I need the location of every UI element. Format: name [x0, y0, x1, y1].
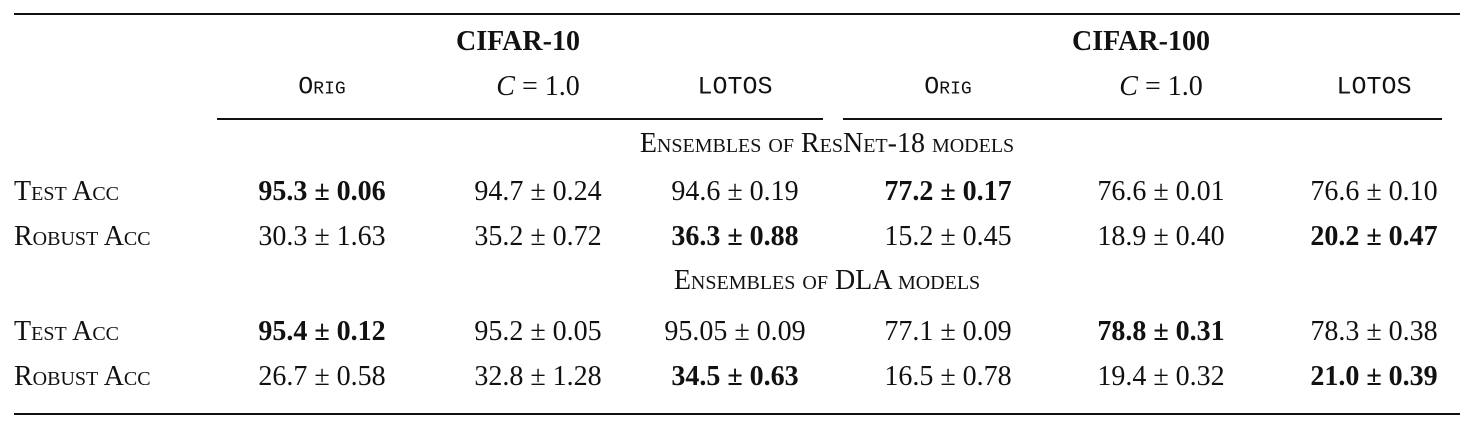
cell: 95.4 ± 0.12 — [258, 316, 386, 347]
cell: 94.7 ± 0.24 — [474, 176, 602, 207]
cell: 18.9 ± 0.40 — [1097, 221, 1225, 252]
row-label: Test Acc — [14, 176, 120, 207]
cell: 32.8 ± 1.28 — [474, 361, 602, 392]
cell: 77.1 ± 0.09 — [884, 316, 1012, 347]
cell: 30.3 ± 1.63 — [258, 221, 386, 252]
cell: 77.2 ± 0.17 — [884, 176, 1012, 207]
row-label: Robust Acc — [14, 221, 151, 252]
column-header: LOTOS — [697, 72, 773, 102]
cell: 76.6 ± 0.01 — [1097, 176, 1225, 207]
group-rule — [217, 118, 823, 120]
bottom-rule — [14, 413, 1460, 415]
cell: 76.6 ± 0.10 — [1310, 176, 1438, 207]
cell: 19.4 ± 0.32 — [1097, 361, 1225, 392]
cell: 95.3 ± 0.06 — [258, 176, 386, 207]
column-header: C = 1.0 — [1119, 71, 1203, 102]
group-title: CIFAR-100 — [1072, 26, 1210, 57]
row-label: Test Acc — [14, 316, 120, 347]
cell: 20.2 ± 0.47 — [1310, 221, 1438, 252]
column-header: Orig — [924, 72, 972, 102]
cell: 26.7 ± 0.58 — [258, 361, 386, 392]
cell: 21.0 ± 0.39 — [1310, 361, 1438, 392]
cell: 16.5 ± 0.78 — [884, 361, 1012, 392]
cell: 34.5 ± 0.63 — [671, 361, 799, 392]
section-title: Ensembles of ResNet-18 models — [639, 128, 1015, 159]
cell: 95.2 ± 0.05 — [474, 316, 602, 347]
cell: 94.6 ± 0.19 — [671, 176, 799, 207]
row-label: Robust Acc — [14, 361, 151, 392]
cell: 78.8 ± 0.31 — [1097, 316, 1225, 347]
top-rule — [14, 13, 1460, 15]
cell: 95.05 ± 0.09 — [664, 316, 806, 347]
column-header: C = 1.0 — [496, 71, 580, 102]
group-title: CIFAR-10 — [456, 26, 580, 57]
cell: 36.3 ± 0.88 — [671, 221, 799, 252]
cell: 78.3 ± 0.38 — [1310, 316, 1438, 347]
cell: 35.2 ± 0.72 — [474, 221, 602, 252]
column-header: LOTOS — [1336, 72, 1412, 102]
cell: 15.2 ± 0.45 — [884, 221, 1012, 252]
group-rule — [843, 118, 1442, 120]
section-title: Ensembles of DLA models — [673, 265, 981, 296]
column-header: Orig — [298, 72, 346, 102]
